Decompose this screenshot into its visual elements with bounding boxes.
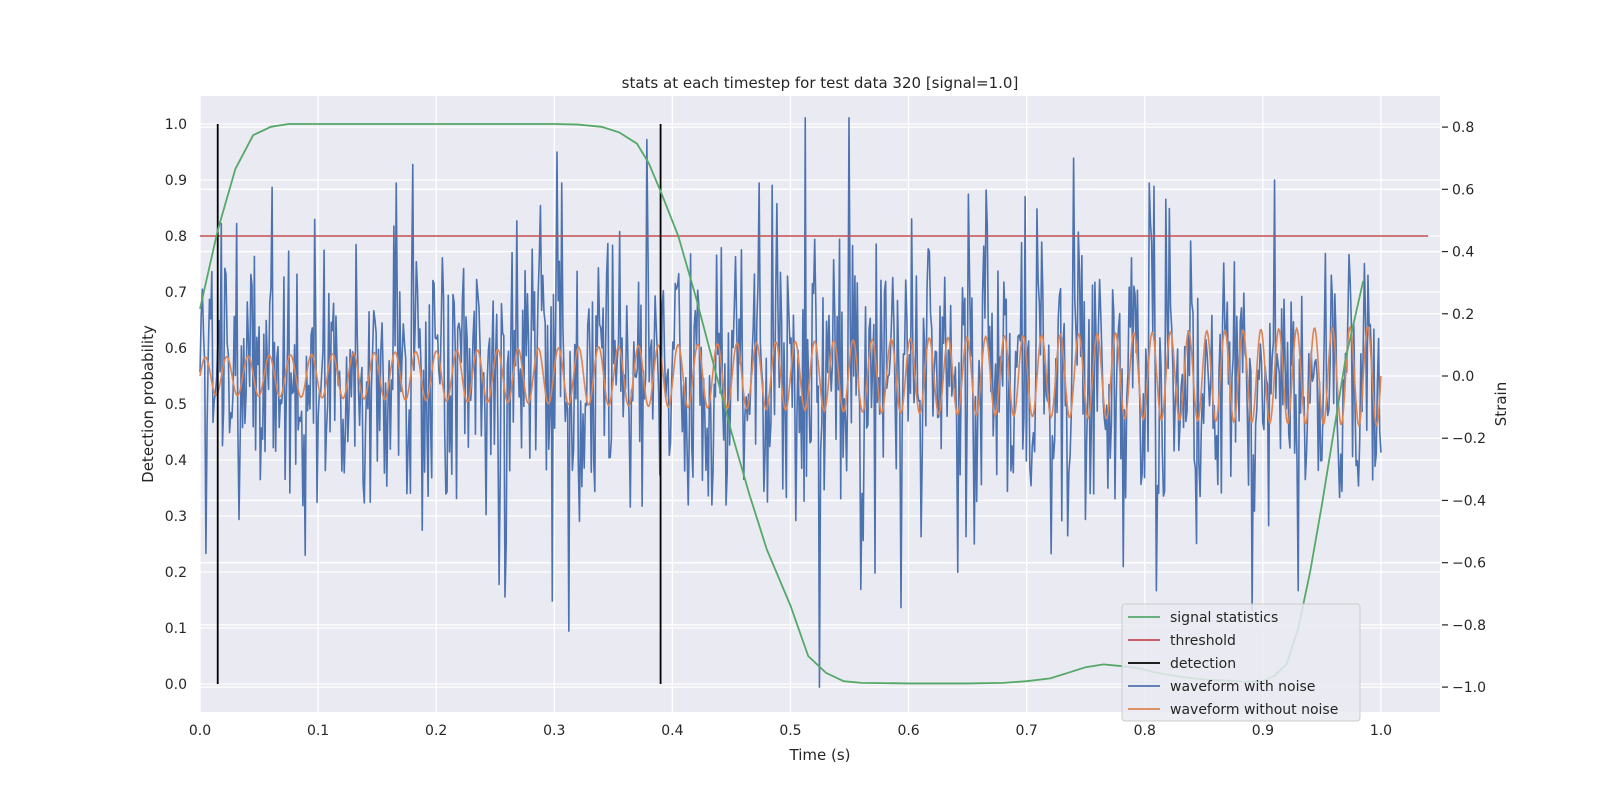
y-right-tick-label: −0.6 — [1452, 556, 1486, 572]
y-tick-label: 0.1 — [165, 621, 187, 637]
y-right-tick-label: −1.0 — [1452, 680, 1486, 696]
x-tick-label: 0.6 — [897, 723, 919, 739]
x-tick-label: 0.0 — [189, 723, 211, 739]
y-tick-label: 0.8 — [165, 229, 187, 245]
x-tick-label: 0.4 — [661, 723, 683, 739]
x-tick-label: 0.1 — [307, 723, 329, 739]
y-axis-label: Detection probability — [139, 325, 157, 483]
legend-label-signal-statistics: signal statistics — [1170, 610, 1278, 626]
x-tick-label: 0.7 — [1016, 723, 1038, 739]
x-tick-label: 0.8 — [1134, 723, 1156, 739]
ticks: 0.0 0.1 0.2 0.3 0.4 0.5 0.6 0.7 0.8 0.9 1.0 0.0 0.1 0… — [165, 117, 1486, 739]
y-tick-label: 0.9 — [165, 173, 187, 189]
y-tick-label: 0.5 — [165, 397, 187, 413]
legend-label-waveform-without-noise: waveform without noise — [1170, 702, 1338, 718]
x-tick-label: 0.3 — [543, 723, 565, 739]
y-right-tick-label: 0.2 — [1452, 307, 1474, 323]
legend-label-detection: detection — [1170, 656, 1236, 672]
x-axis-label: Time (s) — [789, 746, 851, 764]
y-tick-label: 0.6 — [165, 341, 187, 357]
y-tick-label: 0.7 — [165, 285, 187, 301]
legend-label-waveform-with-noise: waveform with noise — [1170, 679, 1315, 695]
x-tick-label: 0.5 — [779, 723, 801, 739]
x-tick-label: 0.2 — [425, 723, 447, 739]
legend-label-threshold: threshold — [1170, 633, 1236, 649]
y-right-tick-label: 0.8 — [1452, 120, 1474, 136]
x-tick-label: 1.0 — [1370, 723, 1392, 739]
y-right-tick-label: 0.0 — [1452, 369, 1474, 385]
y-tick-label: 0.4 — [165, 453, 187, 469]
y-tick-label: 0.2 — [165, 565, 187, 581]
legend-box — [1121, 603, 1361, 722]
y-right-tick-label: 0.6 — [1452, 182, 1474, 198]
y-right-tick-label: −0.8 — [1452, 618, 1486, 634]
legend: signal statistics threshold detection wa… — [1121, 603, 1361, 722]
y-right-tick-label: 0.4 — [1452, 245, 1474, 261]
y-axis-label-right: Strain — [1492, 382, 1510, 426]
series-waveform-without-noise — [199, 324, 1382, 428]
y-tick-label: 1.0 — [165, 117, 187, 133]
y-right-tick-label: −0.4 — [1452, 493, 1486, 509]
y-right-tick-label: −0.2 — [1452, 431, 1486, 447]
y-tick-label: 0.3 — [165, 509, 187, 525]
chart-title: stats at each timestep for test data 320… — [622, 74, 1019, 92]
x-tick-label: 0.9 — [1252, 723, 1274, 739]
y-tick-label: 0.0 — [165, 677, 187, 693]
